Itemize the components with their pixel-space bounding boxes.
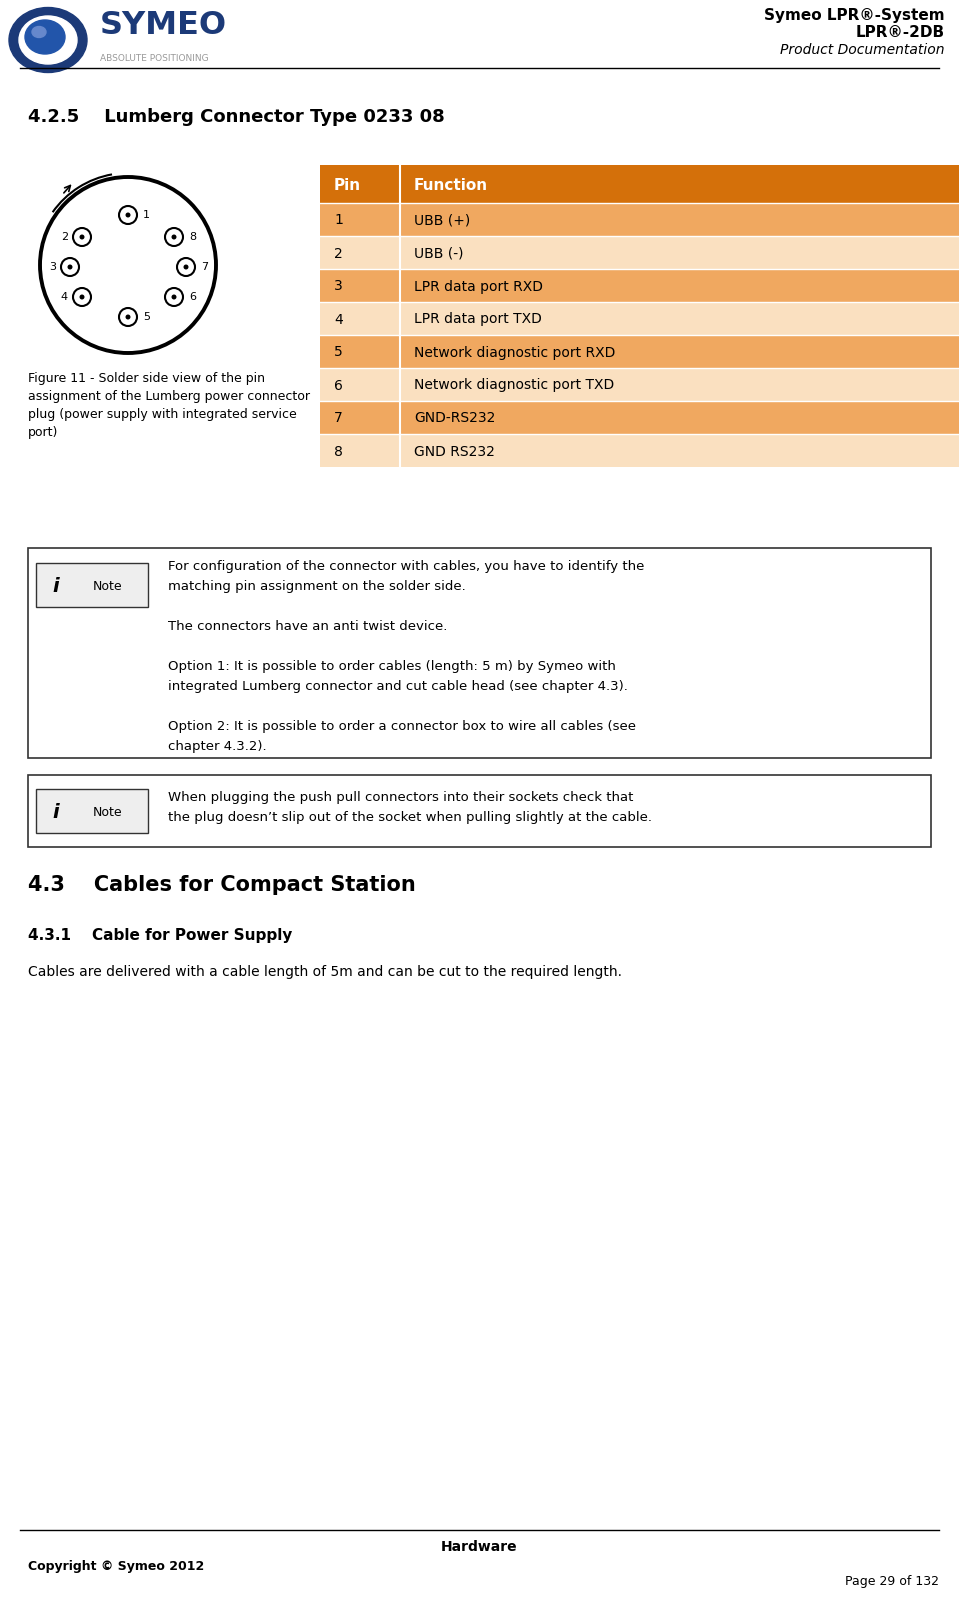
Bar xyxy=(28,775,931,847)
Text: Pin: Pin xyxy=(334,177,362,192)
Bar xyxy=(320,401,959,435)
Text: port): port) xyxy=(28,427,58,439)
Text: Note: Note xyxy=(93,805,123,818)
Text: 6: 6 xyxy=(334,379,343,393)
Text: 3: 3 xyxy=(334,280,342,294)
Bar xyxy=(28,548,931,757)
Text: SYMEO: SYMEO xyxy=(100,10,227,42)
Text: 8: 8 xyxy=(189,232,197,241)
Text: Option 2: It is possible to order a connector box to wire all cables (see: Option 2: It is possible to order a conn… xyxy=(168,721,636,733)
Ellipse shape xyxy=(25,21,65,54)
Text: i: i xyxy=(53,802,59,821)
Text: UBB (+): UBB (+) xyxy=(414,214,470,227)
Bar xyxy=(320,203,959,237)
Text: 7: 7 xyxy=(334,412,342,425)
Circle shape xyxy=(126,315,130,320)
Text: ABSOLUTE POSITIONING: ABSOLUTE POSITIONING xyxy=(100,54,209,62)
Bar xyxy=(320,268,959,302)
Text: LPR®-2DB: LPR®-2DB xyxy=(855,26,945,40)
Text: Note: Note xyxy=(93,580,123,593)
Circle shape xyxy=(172,294,176,299)
Text: GND-RS232: GND-RS232 xyxy=(414,412,496,425)
Circle shape xyxy=(172,235,176,240)
Text: Option 1: It is possible to order cables (length: 5 m) by Symeo with: Option 1: It is possible to order cables… xyxy=(168,660,616,673)
Text: 8: 8 xyxy=(334,444,343,459)
Bar xyxy=(36,562,148,607)
Text: i: i xyxy=(53,577,59,596)
Text: GND RS232: GND RS232 xyxy=(414,444,495,459)
Ellipse shape xyxy=(32,27,46,37)
Text: 5: 5 xyxy=(334,345,342,360)
Text: chapter 4.3.2).: chapter 4.3.2). xyxy=(168,740,267,753)
Circle shape xyxy=(183,265,189,270)
Bar xyxy=(320,336,959,368)
Text: 4.2.5    Lumberg Connector Type 0233 08: 4.2.5 Lumberg Connector Type 0233 08 xyxy=(28,109,445,126)
Text: 7: 7 xyxy=(201,262,208,272)
Text: matching pin assignment on the solder side.: matching pin assignment on the solder si… xyxy=(168,580,466,593)
Circle shape xyxy=(67,265,73,270)
Bar xyxy=(320,435,959,467)
Text: 4.3.1    Cable for Power Supply: 4.3.1 Cable for Power Supply xyxy=(28,928,292,943)
Circle shape xyxy=(126,213,130,217)
Ellipse shape xyxy=(19,16,77,64)
Text: Product Documentation: Product Documentation xyxy=(781,43,945,58)
Text: plug (power supply with integrated service: plug (power supply with integrated servi… xyxy=(28,407,296,420)
Text: Function: Function xyxy=(414,177,488,192)
Text: 6: 6 xyxy=(189,292,196,302)
Text: Page 29 of 132: Page 29 of 132 xyxy=(845,1576,939,1588)
Ellipse shape xyxy=(9,8,87,72)
Text: integrated Lumberg connector and cut cable head (see chapter 4.3).: integrated Lumberg connector and cut cab… xyxy=(168,681,628,694)
Text: 4: 4 xyxy=(334,313,342,326)
Text: 2: 2 xyxy=(334,246,342,260)
Text: LPR data port TXD: LPR data port TXD xyxy=(414,313,542,326)
Bar xyxy=(36,789,148,833)
Text: When plugging the push pull connectors into their sockets check that: When plugging the push pull connectors i… xyxy=(168,791,633,804)
Text: LPR data port RXD: LPR data port RXD xyxy=(414,280,543,294)
Circle shape xyxy=(80,235,84,240)
Text: The connectors have an anti twist device.: The connectors have an anti twist device… xyxy=(168,620,448,633)
Text: 4: 4 xyxy=(60,292,68,302)
Text: 1: 1 xyxy=(143,209,150,221)
Text: Network diagnostic port TXD: Network diagnostic port TXD xyxy=(414,379,615,393)
Bar xyxy=(320,165,959,203)
Text: assignment of the Lumberg power connector: assignment of the Lumberg power connecto… xyxy=(28,390,310,403)
Bar xyxy=(320,368,959,401)
Text: 4.3    Cables for Compact Station: 4.3 Cables for Compact Station xyxy=(28,876,416,895)
Text: Network diagnostic port RXD: Network diagnostic port RXD xyxy=(414,345,616,360)
Text: 2: 2 xyxy=(60,232,68,241)
Text: 3: 3 xyxy=(49,262,56,272)
Bar xyxy=(320,302,959,336)
Text: Symeo LPR®-System: Symeo LPR®-System xyxy=(764,8,945,22)
Text: For configuration of the connector with cables, you have to identify the: For configuration of the connector with … xyxy=(168,559,644,574)
Text: UBB (-): UBB (-) xyxy=(414,246,463,260)
Text: Copyright © Symeo 2012: Copyright © Symeo 2012 xyxy=(28,1560,204,1572)
Text: the plug doesn’t slip out of the socket when pulling slightly at the cable.: the plug doesn’t slip out of the socket … xyxy=(168,812,652,825)
Circle shape xyxy=(80,294,84,299)
Text: Cables are delivered with a cable length of 5m and can be cut to the required le: Cables are delivered with a cable length… xyxy=(28,965,622,980)
Text: 5: 5 xyxy=(143,312,150,323)
Bar xyxy=(320,237,959,268)
Text: Figure 11 - Solder side view of the pin: Figure 11 - Solder side view of the pin xyxy=(28,372,265,385)
Text: 1: 1 xyxy=(334,214,343,227)
Text: Hardware: Hardware xyxy=(441,1540,517,1553)
